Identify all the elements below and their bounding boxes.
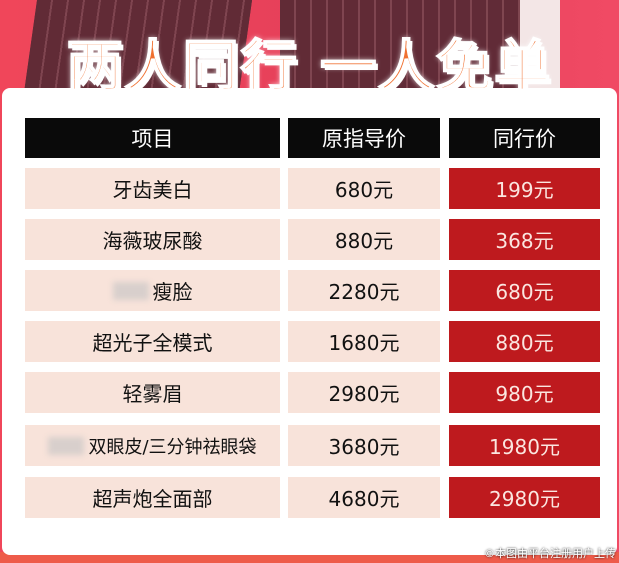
original-price: 880元 [288,219,440,260]
original-price: 2980元 [288,372,440,413]
header-original-price: 原指导价 [288,118,440,158]
item-cell: 超光子全模式 [25,321,280,362]
banner-photo [520,0,560,100]
group-price: 2980元 [449,477,600,518]
item-name: 海薇玻尿酸 [102,229,203,253]
header-group-price: 同行价 [449,118,600,158]
banner-photo [280,0,520,100]
item-name: 超光子全模式 [92,331,213,355]
item-cell: 超声炮全面部 [25,477,280,518]
original-price: 1680元 [288,321,440,362]
item-cell: 牙齿美白 [25,168,280,209]
banner-title: 两人同行 一人免单 [66,34,553,101]
blurred-text [112,281,149,300]
group-price: 199元 [449,168,600,209]
bottom-band [0,552,619,563]
item-name: 双眼皮/三分钟祛眼袋 [88,436,257,458]
item-name: 牙齿美白 [112,178,193,202]
item-cell: 双眼皮/三分钟祛眼袋 [25,425,280,466]
blurred-text [48,436,85,455]
item-name: 瘦脸 [152,280,193,304]
group-price: 880元 [449,321,600,362]
original-price: 680元 [288,168,440,209]
group-price: 1980元 [449,425,600,466]
group-price: 980元 [449,372,600,413]
item-name: 超声炮全面部 [92,487,213,511]
header-item: 项目 [25,118,280,158]
item-cell: 轻雾眉 [25,372,280,413]
group-price: 680元 [449,270,600,311]
original-price: 4680元 [288,477,440,518]
original-price: 2280元 [288,270,440,311]
group-price: 368元 [449,219,600,260]
item-cell: 海薇玻尿酸 [25,219,280,260]
item-cell: 瘦脸 [25,270,280,311]
original-price: 3680元 [288,425,440,466]
item-name: 轻雾眉 [122,382,183,406]
watermark: ©本图由平台注册用户上传 [484,547,616,560]
